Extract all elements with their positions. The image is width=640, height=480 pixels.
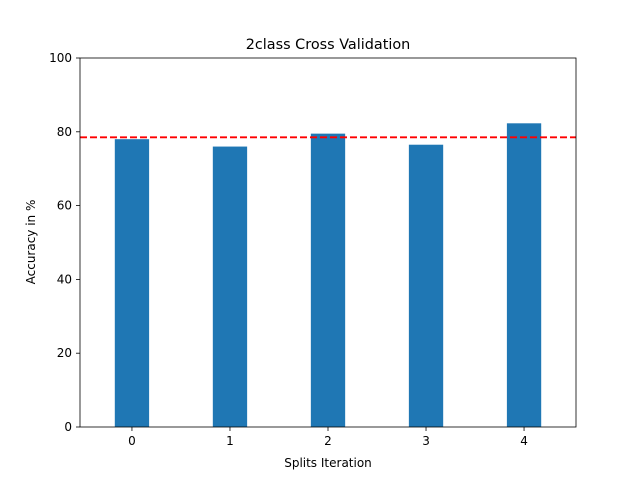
x-tick-label: 1 <box>226 434 234 448</box>
y-tick-label: 100 <box>49 51 72 65</box>
bars-group <box>114 123 542 427</box>
x-tick-label: 4 <box>520 434 528 448</box>
x-axis-label: Splits Iteration <box>284 456 372 470</box>
bar-1 <box>212 146 248 427</box>
y-tick-label: 60 <box>57 199 72 213</box>
bar-2 <box>310 133 346 427</box>
y-axis-label: Accuracy in % <box>24 200 38 285</box>
bar-0 <box>114 139 150 427</box>
x-axis-ticks: 0 1 2 3 4 <box>128 427 528 448</box>
y-tick-label: 80 <box>57 125 72 139</box>
x-tick-label: 0 <box>128 434 136 448</box>
plot-area <box>79 57 577 428</box>
x-tick-label: 2 <box>324 434 332 448</box>
y-tick-label: 40 <box>57 272 72 286</box>
bar-3 <box>408 144 444 427</box>
bar-4 <box>506 123 542 427</box>
y-tick-label: 20 <box>57 346 72 360</box>
y-axis-ticks: 0 20 40 60 80 100 <box>49 51 80 434</box>
chart-title: 2class Cross Validation <box>246 37 411 53</box>
x-tick-label: 3 <box>422 434 430 448</box>
y-tick-label: 0 <box>64 420 72 434</box>
